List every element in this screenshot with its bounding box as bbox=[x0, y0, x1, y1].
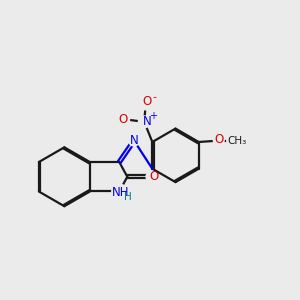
Text: N: N bbox=[130, 134, 138, 147]
Text: H: H bbox=[124, 192, 132, 202]
Text: +: + bbox=[149, 111, 157, 121]
Circle shape bbox=[227, 134, 240, 147]
Text: O: O bbox=[149, 170, 159, 183]
Circle shape bbox=[140, 99, 151, 110]
Text: CH₃: CH₃ bbox=[227, 136, 246, 146]
Circle shape bbox=[112, 184, 127, 199]
Text: NH: NH bbox=[112, 186, 129, 199]
Text: O: O bbox=[118, 113, 128, 126]
Circle shape bbox=[213, 135, 224, 146]
Text: O: O bbox=[142, 95, 152, 108]
Text: -: - bbox=[152, 92, 156, 102]
Circle shape bbox=[146, 171, 157, 182]
Text: N: N bbox=[142, 116, 151, 128]
Circle shape bbox=[129, 135, 140, 146]
Text: O: O bbox=[214, 133, 224, 146]
Circle shape bbox=[138, 116, 150, 128]
Circle shape bbox=[119, 114, 130, 124]
